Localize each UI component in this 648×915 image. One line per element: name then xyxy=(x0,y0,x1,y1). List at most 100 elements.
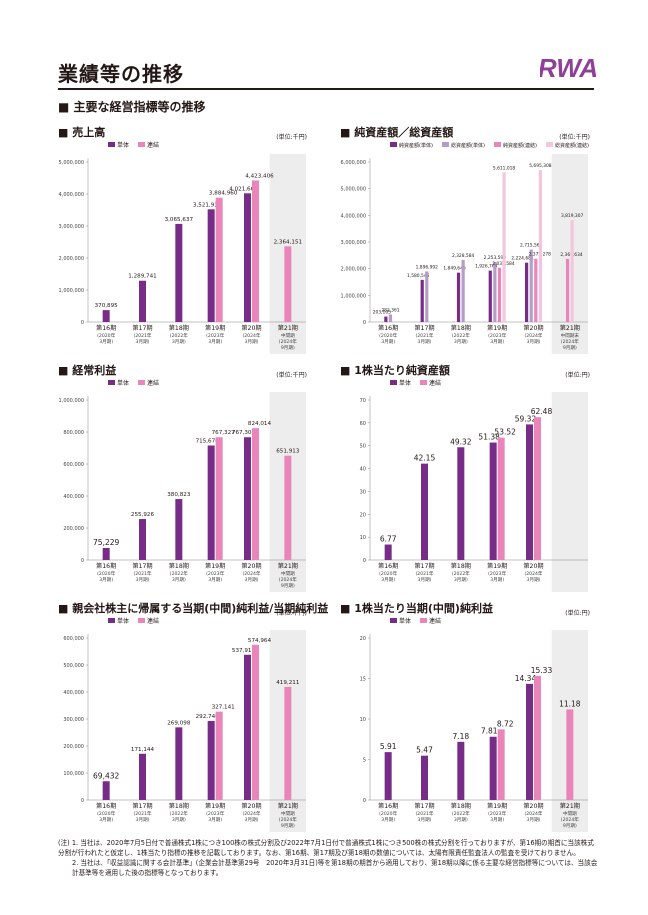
x-tick-label: 第17期 xyxy=(414,324,434,332)
bar-assets-3-3 xyxy=(502,172,506,322)
data-label: 574,964 xyxy=(248,638,272,644)
x-tick-label: 第21期 xyxy=(278,324,298,332)
legend-swatch xyxy=(390,618,397,623)
x-tick-sublabel: 3月期) xyxy=(454,817,468,823)
x-tick-label: 第20期 xyxy=(523,562,543,570)
title-rule xyxy=(58,88,594,90)
x-tick-sublabel: 3月期) xyxy=(245,339,259,345)
x-tick-sublabel: (2024年 xyxy=(524,810,542,817)
bar-assets-2-5 xyxy=(565,258,570,322)
bar-ordinary-0-4 xyxy=(244,437,251,560)
legend-swatch xyxy=(546,142,553,147)
bar-sales-0-4 xyxy=(244,193,251,322)
x-tick-sublabel: 3月期) xyxy=(381,339,395,345)
data-label: 15.33 xyxy=(531,666,553,675)
data-label: 69,432 xyxy=(93,771,119,780)
data-label: 327,141 xyxy=(212,705,236,711)
x-tick-sublabel: (2021年 xyxy=(415,570,433,577)
bar-ordinary-0-3 xyxy=(207,445,215,560)
x-tick-sublabel: 3月期) xyxy=(454,577,468,583)
bar-netincome-1-4 xyxy=(252,644,259,800)
forecast-period-shade xyxy=(551,392,588,592)
y-tick-label: 10 xyxy=(360,535,366,541)
x-tick-sublabel: 中間期 xyxy=(281,570,295,577)
data-label: 1,926,763 xyxy=(475,264,498,270)
y-tick-label: 70 xyxy=(360,398,366,404)
data-label: 282,361 xyxy=(381,307,399,313)
bar-ordinary-1-4 xyxy=(252,428,259,560)
x-tick-sublabel: (2024年 xyxy=(524,332,542,339)
unit-label-netincome: (単位:千円) xyxy=(276,610,307,617)
bar-netincome-0-4 xyxy=(244,654,251,800)
x-tick-sublabel: 3月期) xyxy=(208,817,222,823)
chart-assets: 0 1,000,000 2,000,000 3,000,000 4,000,000 5,0… xyxy=(341,142,589,354)
x-tick-sublabel: (2020年 xyxy=(379,332,397,339)
bar-bps-0-0 xyxy=(384,544,392,560)
bar-bps-0-4 xyxy=(526,424,533,560)
x-tick-sublabel: 3月期) xyxy=(245,577,259,583)
x-tick-label: 第19期 xyxy=(205,802,225,810)
data-label: 14.34 xyxy=(515,674,537,683)
bar-netincome-1-5 xyxy=(284,686,292,800)
x-tick-sublabel: (2020年 xyxy=(97,570,115,577)
x-tick-sublabel: (2022年 xyxy=(170,570,188,577)
data-label: 4,021,667 xyxy=(229,186,258,192)
data-label: 269,098 xyxy=(167,720,191,726)
x-tick-label: 第20期 xyxy=(241,802,261,810)
bar-bps-1-4 xyxy=(534,417,541,560)
bar-ordinary-0-2 xyxy=(175,499,183,560)
y-tick-label: 5,000,000 xyxy=(59,160,84,166)
data-label: 7.18 xyxy=(452,732,469,741)
bar-netincome-0-3 xyxy=(207,720,215,800)
x-tick-sublabel: 3月期) xyxy=(172,817,186,823)
x-tick-label: 第16期 xyxy=(96,802,116,810)
data-label: 8.72 xyxy=(497,719,514,728)
y-tick-label: 500,000 xyxy=(63,663,84,669)
chart-title-assets: ■ 純資産額／総資産額 xyxy=(340,126,454,139)
y-tick-label: 0 xyxy=(363,558,366,564)
data-label: 42.15 xyxy=(414,454,436,463)
bar-ordinary-1-3 xyxy=(215,437,223,560)
data-label: 1,289,741 xyxy=(128,274,157,280)
data-label: 370,895 xyxy=(95,303,119,309)
bar-assets-3-5 xyxy=(570,220,574,322)
x-tick-sublabel: 9月期) xyxy=(281,823,295,829)
x-tick-label: 第19期 xyxy=(487,324,507,332)
x-tick-sublabel: (2020年 xyxy=(97,810,115,817)
x-tick-label: 第17期 xyxy=(414,562,434,570)
legend-label: 連結 xyxy=(429,617,441,625)
x-tick-sublabel: (2023年 xyxy=(488,332,506,339)
bar-assets-0-1 xyxy=(420,279,424,322)
x-tick-sublabel: (2022年 xyxy=(170,332,188,339)
data-label: 4,423,406 xyxy=(245,173,274,179)
y-tick-label: 200,000 xyxy=(63,744,84,750)
bar-assets-2-3 xyxy=(497,267,502,322)
unit-label-assets: (単位:千円) xyxy=(559,134,590,141)
chart-title-netincome: ■ 親会社株主に帰属する当期(中間)純利益/当期純利益 xyxy=(58,602,329,615)
data-label: 203,105 xyxy=(373,310,391,316)
bar-assets-1-3 xyxy=(493,261,497,322)
x-tick-label: 第18期 xyxy=(169,324,189,332)
legend-swatch xyxy=(108,618,115,623)
data-label: 171,144 xyxy=(131,747,155,753)
data-label: 3,065,637 xyxy=(165,217,194,223)
bar-sales-1-3 xyxy=(215,197,223,322)
data-label: 767,327 xyxy=(212,430,236,436)
unit-label-eps: (単位:円) xyxy=(565,610,590,617)
section-heading-text: 主要な経営指標等の推移 xyxy=(73,100,206,114)
x-tick-sublabel: (2024年 xyxy=(242,570,260,577)
y-tick-label: 15 xyxy=(360,677,366,683)
y-tick-label: 3,000,000 xyxy=(341,240,366,246)
x-tick-label: 第16期 xyxy=(378,562,398,570)
bar-eps-1-4 xyxy=(534,675,541,800)
x-tick-sublabel: (2022年 xyxy=(452,332,470,339)
x-tick-sublabel: 3月期) xyxy=(172,577,186,583)
bar-assets-1-2 xyxy=(461,259,465,322)
unit-label-ordinary: (単位:千円) xyxy=(276,372,307,379)
x-tick-sublabel: 3月期) xyxy=(381,577,395,583)
data-label: 5,611,018 xyxy=(493,165,516,171)
y-tick-label: 1,000,000 xyxy=(59,398,84,404)
y-tick-label: 600,000 xyxy=(63,462,84,468)
legend-label: 連結 xyxy=(147,617,159,625)
x-tick-sublabel: 3月期) xyxy=(136,817,150,823)
